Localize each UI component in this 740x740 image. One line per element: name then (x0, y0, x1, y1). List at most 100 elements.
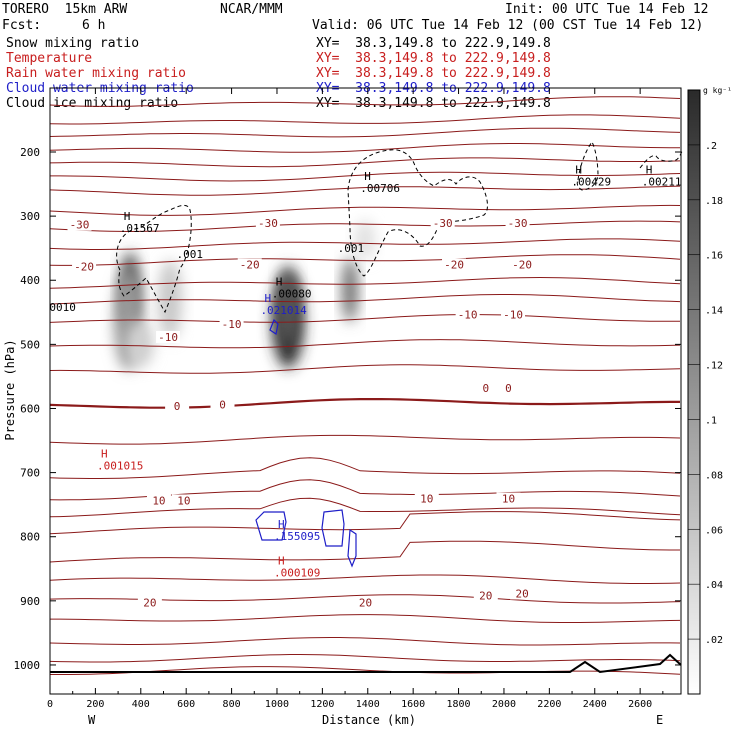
y-tick-label: 600 (20, 402, 40, 415)
isotherm-line (49, 511, 681, 535)
isotherm-label: -20 (74, 260, 94, 273)
isotherm-line (50, 171, 681, 182)
cloud-water-contour-lower-1 (255, 511, 287, 541)
extremum-value: .021014 (260, 304, 307, 317)
extremum-value: 0010 (49, 301, 76, 314)
y-tick-label: 700 (20, 467, 40, 480)
colorbar-tick-label: .02 (705, 635, 723, 646)
isotherm-line (49, 114, 681, 125)
field-xy-rain: XY= 38.3,149.8 to 222.9,149.8 (316, 66, 551, 81)
y-tick-label: 800 (20, 531, 40, 544)
colorbar-tick-label: .1 (705, 415, 717, 426)
isotherm-line (49, 294, 681, 305)
y-tick-label: 500 (20, 338, 40, 351)
cloud-water-contour-lower-2 (321, 509, 345, 547)
isotherm-label-bg (510, 258, 535, 271)
isotherm-label: 20 (143, 596, 156, 609)
isotherm-label: 10 (152, 494, 165, 507)
extremum-value: .00211 (642, 175, 682, 188)
isotherm-line (50, 666, 681, 675)
isotherm-line (49, 127, 681, 138)
isotherm-label-bg (510, 587, 535, 600)
isotherm-label-bg (146, 494, 171, 507)
x-tick-label: 600 (177, 699, 195, 710)
isotherm-label: 20 (479, 589, 492, 602)
x-tick-label: 1800 (447, 699, 471, 710)
colorbar-tick-label: .04 (705, 580, 723, 591)
extremum-marker: H (264, 292, 271, 305)
isotherm-line (49, 220, 681, 233)
x-tick-label: 400 (132, 699, 150, 710)
x-axis-title: Distance (km) (322, 713, 416, 727)
axes: 0 200 400 600 800 1000 1200 1400 1600 1800 2000 220… (3, 87, 682, 727)
isotherm-line (49, 157, 681, 168)
valid-time: Valid: 06 UTC Tue 14 Feb 12 (00 CST Tue … (312, 18, 704, 33)
isotherm-label: 0 (505, 382, 512, 395)
isotherm-label: -10 (503, 309, 523, 322)
colorbar-tick-label: .06 (705, 525, 723, 536)
isotherm-label-bg (455, 308, 480, 321)
y-tick-label: 900 (20, 595, 40, 608)
isotherm-label-bg (219, 318, 244, 331)
model-title: TORERO 15km ARW (2, 2, 128, 17)
extremum-value: .000109 (274, 566, 320, 579)
isotherm-label-bg (442, 258, 467, 271)
isotherm-line (49, 457, 681, 479)
ice-contour-right (576, 141, 599, 191)
isotherm-label: 0 (219, 398, 226, 411)
isotherm-label-bg (137, 596, 162, 609)
cloud-water-contour-upper (269, 318, 279, 335)
field-name-rain: Rain water mixing ratio (6, 66, 187, 81)
terrain-line (50, 653, 682, 674)
extremum-value: .00706 (360, 182, 400, 195)
x-tick-label: 2600 (628, 699, 652, 710)
forecast-label: Fcst: (2, 18, 42, 33)
temperature-contours (49, 96, 682, 675)
isotherm-line (49, 254, 681, 266)
isotherm-label-bg (505, 216, 530, 229)
isotherm-line (49, 364, 681, 374)
y-axis-title: Pressure (hPa) (3, 339, 17, 440)
org-label: NCAR/MMM (220, 2, 283, 17)
isotherm-label-bg (496, 382, 521, 395)
y-tick-label: 300 (20, 210, 40, 223)
x-tick-label: 1400 (356, 699, 380, 710)
cloud-water-contours (255, 318, 357, 568)
extremum-marker: H (278, 554, 285, 567)
isotherm-label-bg (496, 492, 521, 505)
isotherm-label: 10 (177, 494, 190, 507)
isotherm-label-bg (255, 216, 280, 229)
isotherm-label: -10 (458, 309, 478, 322)
extremum-marker: H (364, 170, 371, 183)
isotherm-label: -30 (508, 217, 528, 230)
y-tick-label: 1000 (14, 659, 41, 672)
isotherm-line (49, 238, 681, 250)
ice-contour-center (347, 149, 488, 277)
isotherm-line (49, 497, 681, 518)
field-name-temperature: Temperature (6, 51, 93, 66)
extremum-marker: H (124, 210, 131, 223)
isotherm-label-bg (473, 589, 498, 602)
field-name-snow: Snow mixing ratio (6, 36, 140, 51)
isotherm-line (49, 339, 681, 349)
field-name-cloudice: Cloud ice mixing ratio (6, 96, 179, 111)
colorbar: .02 .04 .06 .08 .1 .12 .14 .16 .18 .2 g kg⁻¹ (687, 86, 732, 695)
cloud-water-contour-lower-3 (347, 528, 357, 568)
colorbar-tick-label: .2 (705, 141, 717, 152)
isotherm-label-bg (165, 400, 190, 413)
extremum-value: .01567 (120, 222, 160, 235)
isotherm-label-bg (156, 330, 181, 343)
west-label: W (88, 713, 96, 727)
extremum-marker: H (278, 518, 285, 531)
isotherm-label: -20 (240, 258, 260, 271)
forecast-value: 6 h (82, 18, 106, 33)
x-tick-label: 1600 (401, 699, 425, 710)
extremum-value: .001 (338, 242, 365, 255)
extremum-marker: H (575, 163, 582, 176)
extremum-value: .00080 (272, 288, 312, 301)
extremum-marker: H (646, 163, 653, 176)
y-tick-label: 400 (20, 274, 40, 287)
isotherm-line (49, 143, 680, 153)
field-xy-temperature: XY= 38.3,149.8 to 222.9,149.8 (316, 51, 551, 66)
